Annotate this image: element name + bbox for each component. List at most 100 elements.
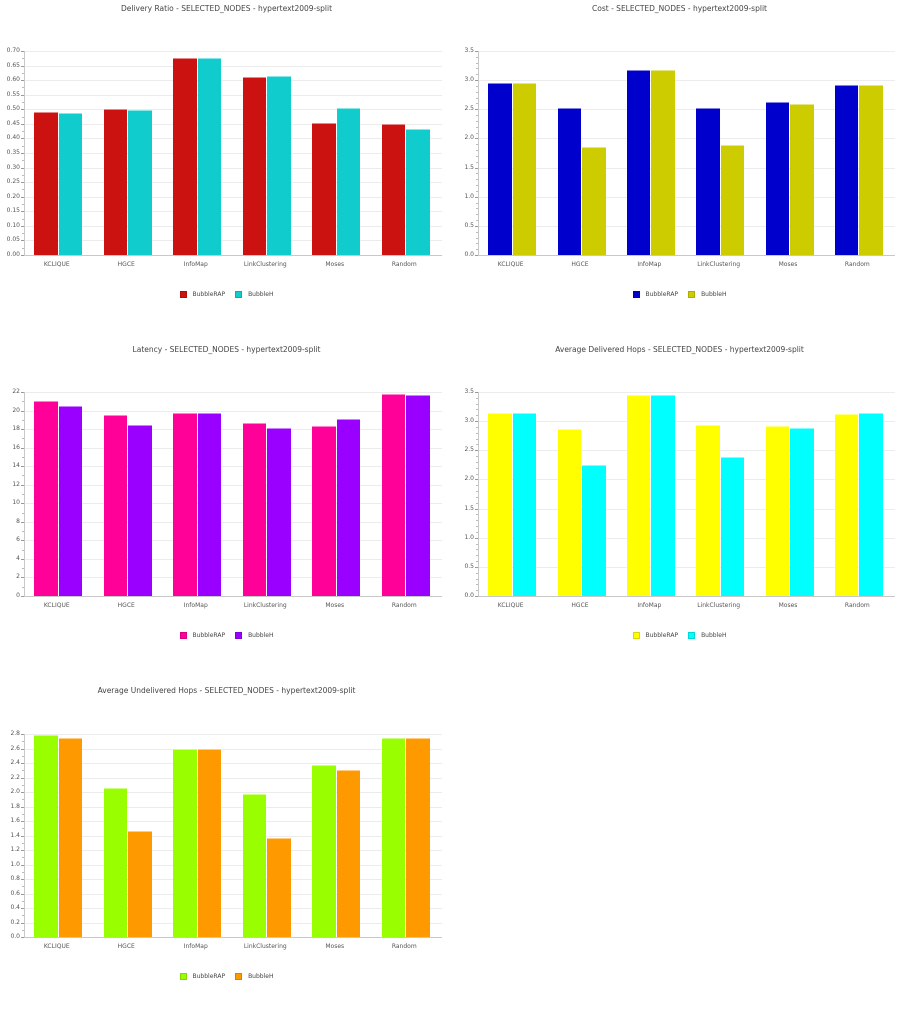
bar[interactable] [381, 393, 406, 596]
bar[interactable] [488, 412, 512, 596]
gridline [25, 850, 442, 851]
legend-item[interactable]: BubbleH [235, 973, 273, 980]
legend-item[interactable]: BubbleRAP [179, 632, 225, 639]
gridline [25, 65, 442, 67]
y-tick [21, 123, 24, 125]
x-tick-label: KCLIQUE [43, 943, 70, 950]
y-tick [21, 447, 24, 449]
bar[interactable] [58, 405, 83, 596]
bar[interactable] [720, 145, 745, 255]
bar[interactable] [765, 425, 789, 596]
bar[interactable] [173, 749, 197, 937]
gridline [25, 821, 442, 822]
bar[interactable] [242, 794, 267, 937]
y-minor-tick [476, 120, 478, 122]
bar[interactable] [557, 429, 581, 596]
bar[interactable] [197, 749, 222, 937]
bar[interactable] [336, 418, 361, 596]
bar[interactable] [488, 83, 512, 255]
bar[interactable] [312, 765, 336, 937]
bar[interactable] [406, 394, 430, 596]
bar[interactable] [651, 394, 675, 596]
gridline [479, 508, 895, 510]
bar[interactable] [242, 77, 267, 255]
bar[interactable] [512, 83, 537, 255]
bar[interactable] [58, 112, 83, 255]
y-minor-tick [476, 91, 478, 93]
bar[interactable] [406, 128, 430, 255]
bar[interactable] [790, 428, 814, 596]
bar[interactable] [173, 413, 197, 596]
bar[interactable] [34, 735, 58, 937]
bar[interactable] [765, 102, 789, 255]
x-tick-label: Random [391, 261, 417, 268]
legend-item[interactable]: BubbleH [235, 632, 273, 639]
y-minor-tick [476, 432, 478, 434]
y-tick [21, 80, 24, 82]
bar[interactable] [103, 415, 128, 596]
bar[interactable] [336, 107, 361, 255]
bar[interactable] [834, 413, 859, 596]
legend-item[interactable]: BubbleH [235, 291, 273, 298]
bar[interactable] [834, 84, 859, 255]
legend-item[interactable]: BubbleRAP [179, 291, 225, 298]
bar[interactable] [267, 428, 291, 596]
bar[interactable] [626, 394, 651, 596]
gridline [25, 558, 442, 560]
y-tick-label: 0.5 [464, 221, 474, 229]
bar[interactable] [103, 788, 128, 937]
bar[interactable] [582, 147, 606, 255]
bar[interactable] [312, 426, 336, 596]
bar[interactable] [34, 401, 58, 596]
bar[interactable] [406, 738, 430, 937]
legend-item[interactable]: BubbleH [688, 632, 726, 639]
bar[interactable] [859, 85, 883, 255]
y-tick-label: 0.35 [6, 149, 20, 156]
y-minor-tick [476, 444, 478, 446]
bar[interactable] [720, 456, 745, 596]
legend-item[interactable]: BubbleRAP [632, 291, 678, 298]
legend-item[interactable]: BubbleRAP [632, 632, 678, 639]
y-minor-tick [476, 97, 478, 99]
bar[interactable] [626, 70, 651, 255]
bar[interactable] [267, 837, 291, 937]
y-tick [475, 80, 478, 82]
bar[interactable] [312, 123, 336, 255]
bar[interactable] [336, 770, 361, 937]
bar[interactable] [197, 413, 222, 596]
bar[interactable] [381, 123, 406, 255]
bar[interactable] [197, 58, 222, 255]
bar[interactable] [128, 831, 152, 937]
y-tick [21, 540, 24, 542]
bar[interactable] [651, 70, 675, 255]
y-tick-label: 0.55 [6, 90, 20, 98]
y-tick [21, 94, 24, 96]
y-tick [21, 65, 24, 67]
legend-item[interactable]: BubbleH [688, 291, 726, 298]
y-tick [21, 240, 24, 242]
bar[interactable] [242, 422, 267, 596]
bar[interactable] [128, 425, 152, 596]
y-tick-label: 0.8 [10, 875, 20, 882]
y-tick [21, 777, 24, 779]
bar[interactable] [859, 412, 883, 596]
legend-swatch-icon [235, 973, 243, 980]
bar[interactable] [173, 58, 197, 255]
gridline [479, 537, 895, 539]
bar[interactable] [696, 108, 720, 255]
y-tick [21, 879, 24, 880]
bar[interactable] [582, 465, 606, 596]
legend-item[interactable]: BubbleRAP [179, 973, 225, 980]
bar[interactable] [790, 104, 814, 255]
y-tick-label: 0.60 [6, 76, 20, 84]
bar[interactable] [128, 110, 152, 255]
bar[interactable] [557, 108, 581, 255]
bar[interactable] [696, 425, 720, 596]
bar[interactable] [103, 109, 128, 255]
bar[interactable] [512, 412, 537, 596]
bar[interactable] [34, 111, 58, 255]
y-minor-tick [22, 419, 24, 421]
bar[interactable] [267, 76, 291, 255]
bar[interactable] [58, 738, 83, 937]
bar[interactable] [381, 738, 406, 937]
